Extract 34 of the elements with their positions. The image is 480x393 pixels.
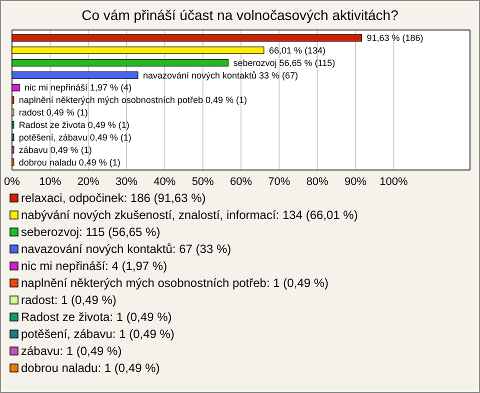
data-label: potěšení, zábavu 0,49 % (1) [18, 132, 132, 142]
legend-label: nic mi nepřináší: 4 (1,97 %) [21, 259, 168, 273]
data-label: nic mi nepřináší 1,97 % (4) [24, 82, 132, 93]
x-tick-label: 60% [230, 176, 252, 188]
data-label: 91,63 % (186) [366, 33, 424, 44]
x-tick-label: 70% [268, 176, 290, 188]
legend-label: dobrou naladu: 1 (0,49 %) [21, 361, 160, 375]
x-tick-label: 40% [154, 176, 176, 188]
legend-label: potěšení, zábavu: 1 (0,49 %) [21, 327, 174, 341]
data-label: 66,01 % (134) [268, 45, 326, 56]
legend-label: navazování nových kontaktů: 67 (33 %) [21, 242, 232, 256]
data-label: dobrou naladu 0,49 % (1) [18, 157, 120, 168]
x-tick-label: 50% [192, 176, 214, 188]
x-tick-label: 90% [344, 176, 367, 188]
legend-label: radost: 1 (0,49 %) [21, 293, 116, 307]
legend-label: nabývání nových zkušeností, znalostí, informací: 134 (66,01 %) [21, 208, 358, 222]
legend-label: naplnění některých mých osobnostních potřeb: 1 (0,49 %) [21, 276, 329, 290]
data-label: radost 0,49 % (1) [18, 108, 88, 118]
x-tick-label: 20% [77, 176, 100, 188]
x-tick-label: 100% [380, 176, 408, 188]
legend-label: seberozvoj: 115 (56,65 %) [21, 225, 160, 239]
data-label: navazování nových kontaktů 33 % (67) [142, 70, 298, 80]
legend-label: relaxaci, odpočinek: 186 (91,63 %) [21, 191, 206, 205]
x-tick-label: 80% [306, 176, 329, 188]
legend-label: Radost ze života: 1 (0,49 %) [21, 310, 172, 324]
x-tick-label: 0% [4, 176, 20, 188]
x-tick-label: 10% [39, 176, 62, 188]
chart-title: Co vám přináší účast na volnočasových aktivitách? [82, 7, 399, 23]
data-label: zábavu 0,49 % (1) [18, 144, 92, 155]
data-label: Radost ze života 0,49 % (1) [18, 120, 130, 130]
data-label: naplnění některých mých osobnostních potřeb 0,49 % (1) [18, 95, 248, 106]
x-tick-label: 30% [115, 176, 138, 188]
legend-label: zábavu: 1 (0,49 %) [21, 344, 122, 358]
data-label: seberozvoj 56,65 % (115) [233, 58, 336, 68]
